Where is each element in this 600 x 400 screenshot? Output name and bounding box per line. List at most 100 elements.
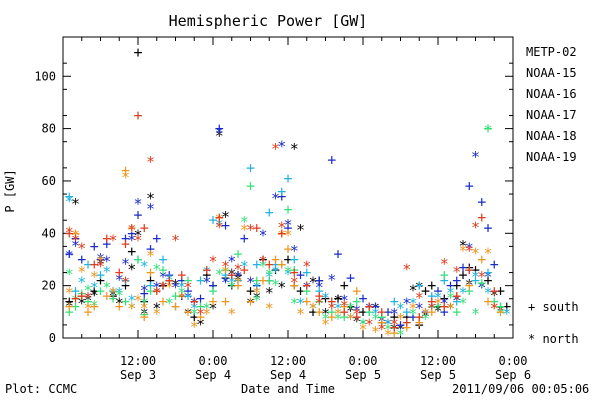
x-axis-label: Date and Time xyxy=(241,382,335,396)
south-point: + xyxy=(108,287,117,305)
south-point: + xyxy=(227,266,236,284)
north-point: * xyxy=(240,258,249,276)
north-point: * xyxy=(108,287,117,305)
south-point: + xyxy=(183,303,192,321)
series-noaa-18: ++++++++++++ + + ++ ++++++++++ ++++++ + ++ +++++… xyxy=(65,161,505,343)
north-point: * xyxy=(496,305,505,323)
south-point: + xyxy=(483,120,492,138)
north-point: * xyxy=(327,271,336,289)
south-point: + xyxy=(415,313,424,331)
north-point: * xyxy=(483,245,492,263)
south-point: + xyxy=(108,282,117,300)
north-point: * xyxy=(152,300,161,318)
south-point: + xyxy=(346,298,355,316)
south-point: + xyxy=(121,161,130,179)
south-point: + xyxy=(102,235,111,253)
south-point: + xyxy=(327,292,336,310)
north-point: * xyxy=(133,232,142,250)
south-point: + xyxy=(71,282,80,300)
south-point: + xyxy=(496,282,505,300)
south-point: + xyxy=(252,219,261,237)
south-point: + xyxy=(346,269,355,287)
north-point: * xyxy=(77,263,86,281)
south-point: + xyxy=(77,287,86,305)
south-point: + xyxy=(377,313,386,331)
north-point: * xyxy=(333,305,342,323)
south-point: + xyxy=(390,319,399,337)
south-point: + xyxy=(71,230,80,248)
x-tick-time: 0:00 xyxy=(499,354,528,368)
north-point: * xyxy=(258,226,267,244)
north-point: * xyxy=(352,305,361,323)
north-point: * xyxy=(152,284,161,302)
north-point: * xyxy=(246,294,255,312)
south-point: + xyxy=(265,256,274,274)
south-point: + xyxy=(71,224,80,242)
south-point: + xyxy=(415,316,424,334)
north-point: * xyxy=(96,255,105,273)
south-point: + xyxy=(471,261,480,279)
north-point: * xyxy=(283,263,292,281)
north-point: * xyxy=(190,300,199,318)
north-point: * xyxy=(377,313,386,331)
south-point: + xyxy=(83,303,92,321)
north-point: * xyxy=(302,279,311,297)
north-point: * xyxy=(202,300,211,318)
south-point: + xyxy=(177,266,186,284)
south-point: + xyxy=(196,290,205,308)
north-point: * xyxy=(215,211,224,229)
marker-legend-entry: * north xyxy=(528,332,579,346)
legend-entry: METP-02 xyxy=(526,45,577,59)
south-point: + xyxy=(121,230,130,248)
south-point: + xyxy=(471,271,480,289)
north-point: * xyxy=(433,302,442,320)
south-point: + xyxy=(146,282,155,300)
north-point: * xyxy=(496,302,505,320)
north-point: * xyxy=(108,232,117,250)
north-point: * xyxy=(402,294,411,312)
north-point: * xyxy=(446,284,455,302)
south-point: + xyxy=(252,256,261,274)
x-tick-time: 12:00 xyxy=(120,354,156,368)
south-point: + xyxy=(483,292,492,310)
south-point: + xyxy=(377,313,386,331)
north-point: * xyxy=(496,305,505,323)
south-point: + xyxy=(296,282,305,300)
south-point: + xyxy=(158,277,167,295)
north-point: * xyxy=(133,195,142,213)
south-point: + xyxy=(265,203,274,221)
north-point: * xyxy=(415,300,424,318)
south-point: + xyxy=(65,188,74,206)
south-point: + xyxy=(427,298,436,316)
y-tick-label: 100 xyxy=(34,69,56,83)
north-point: * xyxy=(115,284,124,302)
series-metp-02: + + ++++++++ ++++++ ++++++++++++ +++ +++ + + ++++… xyxy=(65,44,512,339)
north-point: * xyxy=(308,300,317,318)
south-point: + xyxy=(477,274,486,292)
south-point: + xyxy=(246,292,255,310)
north-point: * xyxy=(390,315,399,333)
north-point: * xyxy=(171,279,180,297)
north-point: * xyxy=(433,294,442,312)
south-point: + xyxy=(283,219,292,237)
south-point: + xyxy=(277,188,286,206)
south-point: + xyxy=(402,308,411,326)
south-point: + xyxy=(140,219,149,237)
legend-entry: NOAA-18 xyxy=(526,129,577,143)
south-point: + xyxy=(127,243,136,261)
south-point: + xyxy=(352,282,361,300)
north-point: * xyxy=(458,242,467,260)
x-tick-time: 0:00 xyxy=(199,354,228,368)
north-point: * xyxy=(483,122,492,140)
north-point: * xyxy=(346,300,355,318)
north-point: * xyxy=(183,305,192,323)
legend-entry: NOAA-17 xyxy=(526,108,577,122)
south-point: + xyxy=(227,277,236,295)
north-point: * xyxy=(415,289,424,307)
south-point: + xyxy=(315,271,324,289)
north-point: * xyxy=(140,305,149,323)
north-point: * xyxy=(465,239,474,257)
south-point: + xyxy=(302,277,311,295)
south-point: + xyxy=(146,271,155,289)
